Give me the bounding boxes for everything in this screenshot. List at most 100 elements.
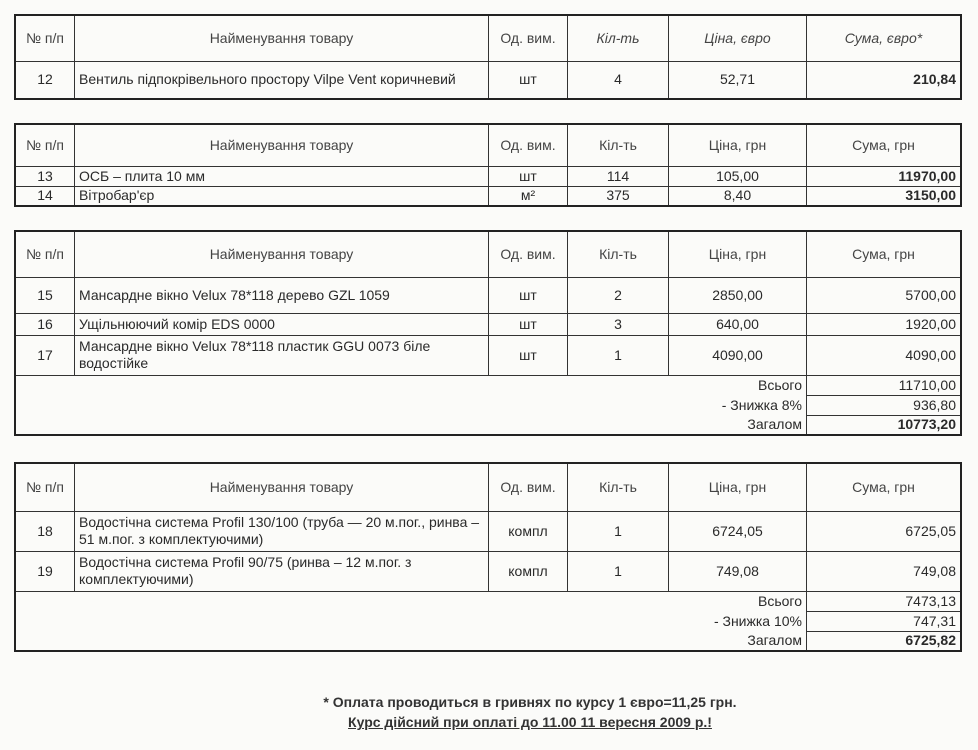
header-quantity: Кіл-ть <box>567 123 669 167</box>
row-number: 15 <box>14 276 75 314</box>
item-unit: шт <box>488 276 568 314</box>
header-number: № п/п <box>14 230 75 278</box>
item-sum: 1920,00 <box>806 312 962 336</box>
header-number: № п/п <box>14 462 75 512</box>
total-value: 6725,82 <box>806 630 962 652</box>
goods-table-1: № п/п Найменування товару Од. вим. Кіл-ть Ці… <box>14 14 962 100</box>
item-price: 8,40 <box>668 185 807 207</box>
row-number: 14 <box>14 185 75 207</box>
header-price: Ціна, грн <box>668 462 807 512</box>
footnote-validity: Курс дійсний при оплаті до 11.00 11 вере… <box>348 714 712 730</box>
row-number: 16 <box>14 312 75 336</box>
item-price: 105,00 <box>668 165 807 187</box>
item-unit: шт <box>488 312 568 336</box>
table-row: 13 ОСБ – плита 10 мм шт 114 105,00 11970,00 <box>14 165 962 187</box>
totals-row: Загалом 6725,82 <box>15 630 962 652</box>
item-price: 52,71 <box>668 60 807 100</box>
totals-row: - Знижка 8% 936,80 <box>15 394 962 416</box>
header-unit: Од. вим. <box>488 462 568 512</box>
table-row: 18 Водостічна система Profil 130/100 (тру… <box>14 510 962 552</box>
item-name: Водостічна система Profil 130/100 (труба… <box>74 510 489 552</box>
goods-table-3: № п/п Найменування товару Од. вим. Кіл-ть Ці… <box>14 230 962 436</box>
total-label: Всього <box>15 591 807 611</box>
item-sum: 210,84 <box>806 60 962 100</box>
item-name: Водостічна система Profil 90/75 (ринва –… <box>74 550 489 592</box>
table-row: 15 Мансардне вікно Velux 78*118 дерево GZ… <box>14 276 962 314</box>
header-unit: Од. вим. <box>488 14 568 62</box>
row-number: 13 <box>14 165 75 187</box>
item-unit: м² <box>488 185 568 207</box>
item-quantity: 2 <box>567 276 669 314</box>
total-label: Загалом <box>15 631 807 651</box>
item-price: 2850,00 <box>668 276 807 314</box>
table-header: № п/п Найменування товару Од. вим. Кіл-ть Ці… <box>14 123 962 167</box>
item-price: 4090,00 <box>668 334 807 376</box>
item-name: Ущільнюючий комір EDS 0000 <box>74 312 489 336</box>
total-value: 936,80 <box>806 394 962 416</box>
totals-row: Всього 7473,13 <box>15 590 962 612</box>
total-value: 11710,00 <box>806 374 962 396</box>
table-header: № п/п Найменування товару Од. вим. Кіл-ть Ці… <box>14 14 962 62</box>
footnote-exchange-rate: * Оплата проводиться в гривнях по курсу … <box>323 694 737 710</box>
header-unit: Од. вим. <box>488 230 568 278</box>
header-number: № п/п <box>14 123 75 167</box>
item-name: Мансардне вікно Velux 78*118 пластик GGU… <box>74 334 489 376</box>
total-value: 747,31 <box>806 610 962 632</box>
header-sum: Сума, грн <box>806 123 962 167</box>
header-name: Найменування товару <box>74 462 489 512</box>
total-label: - Знижка 10% <box>15 611 807 631</box>
item-quantity: 1 <box>567 550 669 592</box>
item-name: ОСБ – плита 10 мм <box>74 165 489 187</box>
item-price: 749,08 <box>668 550 807 592</box>
header-name: Найменування товару <box>74 230 489 278</box>
total-label: Всього <box>15 375 807 395</box>
total-label: - Знижка 8% <box>15 395 807 415</box>
item-unit: шт <box>488 334 568 376</box>
table-header: № п/п Найменування товару Од. вим. Кіл-ть Ці… <box>14 462 962 512</box>
table-row: 16 Ущільнюючий комір EDS 0000 шт 3 640,00 192… <box>14 312 962 336</box>
item-quantity: 1 <box>567 510 669 552</box>
total-value: 7473,13 <box>806 590 962 612</box>
goods-table-2: № п/п Найменування товару Од. вим. Кіл-ть Ці… <box>14 123 962 207</box>
row-number: 19 <box>14 550 75 592</box>
header-quantity: Кіл-ть <box>567 462 669 512</box>
item-unit: компл <box>488 550 568 592</box>
header-quantity: Кіл-ть <box>567 14 669 62</box>
header-price: Ціна, грн <box>668 123 807 167</box>
goods-table-4: № п/п Найменування товару Од. вим. Кіл-ть Ці… <box>14 462 962 652</box>
header-price: Ціна, євро <box>668 14 807 62</box>
item-sum: 749,08 <box>806 550 962 592</box>
item-sum: 4090,00 <box>806 334 962 376</box>
header-sum: Сума, грн <box>806 462 962 512</box>
totals-row: Всього 11710,00 <box>15 374 962 396</box>
item-sum: 6725,05 <box>806 510 962 552</box>
item-quantity: 1 <box>567 334 669 376</box>
item-unit: шт <box>488 165 568 187</box>
item-quantity: 4 <box>567 60 669 100</box>
row-number: 17 <box>14 334 75 376</box>
item-quantity: 375 <box>567 185 669 207</box>
table-row: 19 Водостічна система Profil 90/75 (ринва… <box>14 550 962 592</box>
header-sum: Сума, грн <box>806 230 962 278</box>
totals-row: - Знижка 10% 747,31 <box>15 610 962 632</box>
table-header: № п/п Найменування товару Од. вим. Кіл-ть Ці… <box>14 230 962 278</box>
header-unit: Од. вим. <box>488 123 568 167</box>
row-number: 18 <box>14 510 75 552</box>
header-sum: Сума, євро* <box>806 14 962 62</box>
total-value: 10773,20 <box>806 414 962 436</box>
table-row: 17 Мансардне вікно Velux 78*118 пластик G… <box>14 334 962 376</box>
header-quantity: Кіл-ть <box>567 230 669 278</box>
header-number: № п/п <box>14 14 75 62</box>
total-label: Загалом <box>15 415 807 435</box>
header-name: Найменування товару <box>74 14 489 62</box>
row-number: 12 <box>14 60 75 100</box>
item-name: Вентиль підпокрівельного простору Vilpe … <box>74 60 489 100</box>
item-sum: 3150,00 <box>806 185 962 207</box>
item-unit: шт <box>488 60 568 100</box>
item-price: 640,00 <box>668 312 807 336</box>
table-row: 12 Вентиль підпокрівельного простору Vilp… <box>14 60 962 100</box>
item-price: 6724,05 <box>668 510 807 552</box>
item-name: Мансардне вікно Velux 78*118 дерево GZL … <box>74 276 489 314</box>
item-unit: компл <box>488 510 568 552</box>
table-row: 14 Вітробар'єр м² 375 8,40 3150,00 <box>14 185 962 207</box>
